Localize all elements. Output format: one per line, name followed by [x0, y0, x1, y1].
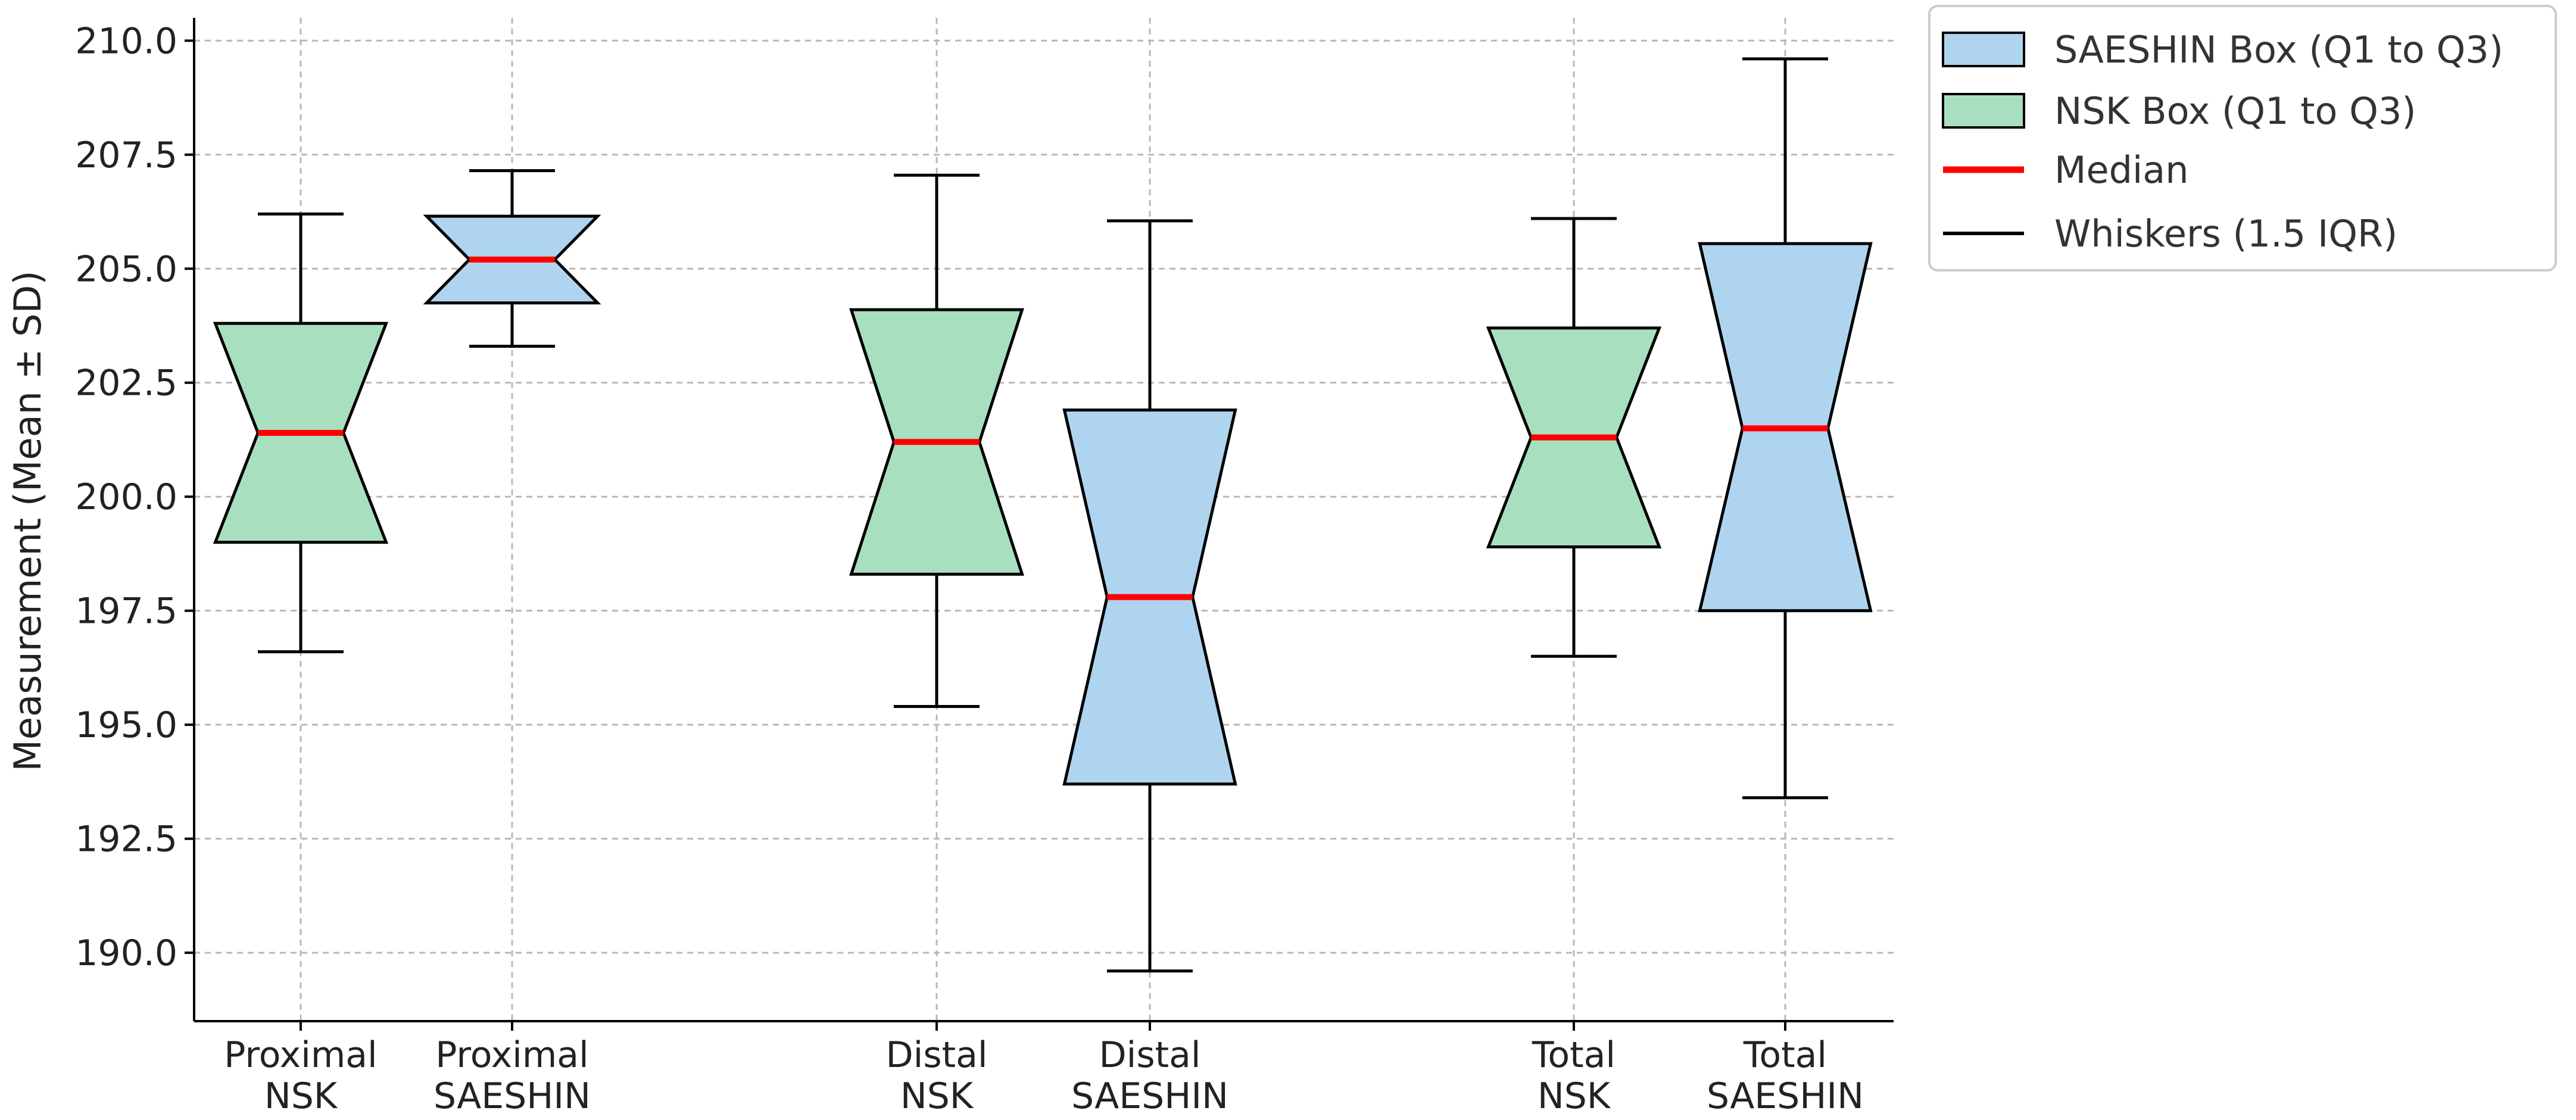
box-nsk	[1486, 217, 1662, 658]
x-tick-label-line1: Proximal	[224, 1034, 377, 1076]
y-tick-label: 210.0	[75, 20, 177, 62]
y-tick-label: 192.5	[75, 819, 177, 860]
x-tick-label-line1: Distal	[1099, 1034, 1200, 1076]
x-tick-label-line1: Proximal	[435, 1034, 588, 1076]
x-tick-label-line2: NSK	[1538, 1075, 1611, 1117]
x-tick-label-line2: SAESHIN	[1707, 1075, 1864, 1117]
legend-label-nsk: NSK Box (Q1 to Q3)	[2054, 89, 2416, 133]
x-tick-label-line1: Total	[1532, 1034, 1616, 1076]
y-tick-label: 195.0	[75, 704, 177, 746]
legend: SAESHIN Box (Q1 to Q3) NSK Box (Q1 to Q3…	[1928, 5, 2557, 272]
legend-swatch-saeshin	[1942, 32, 2025, 67]
legend-label-whiskers: Whiskers (1.5 IQR)	[2054, 212, 2397, 255]
legend-frame	[1928, 5, 2557, 272]
legend-label-median: Median	[2054, 148, 2189, 192]
y-tick-label: 197.5	[75, 591, 177, 632]
x-tick-label-line2: SAESHIN	[1071, 1075, 1228, 1117]
x-tick-label-line1: Distal	[885, 1034, 987, 1076]
x-tick-label-line2: NSK	[264, 1075, 338, 1117]
box-nsk	[849, 173, 1024, 709]
y-ticks: 190.0 192.5 195.0 197.5 200.0 202.5 205.0 207.5…	[75, 20, 194, 974]
box-saeshin	[1062, 219, 1237, 973]
y-tick-label: 200.0	[75, 476, 177, 518]
legend-label-saeshin: SAESHIN Box (Q1 to Q3)	[2054, 28, 2503, 71]
box-saeshin	[423, 169, 601, 348]
x-ticks: ProximalNSKProximalSAESHINDistalNSKDista…	[224, 1021, 1864, 1117]
y-tick-label: 205.0	[75, 248, 177, 290]
y-tick-label: 202.5	[75, 363, 177, 404]
x-tick-label-line2: NSK	[900, 1075, 974, 1117]
y-tick-label: 207.5	[75, 135, 177, 176]
box-group	[213, 57, 1873, 973]
y-tick-label: 190.0	[75, 932, 177, 974]
box-saeshin	[1698, 57, 1873, 800]
box-nsk	[213, 212, 389, 654]
axes	[193, 18, 1894, 1022]
y-axis-label: Measurement (Mean ± SD)	[6, 270, 49, 771]
x-tick-label-line2: SAESHIN	[434, 1075, 591, 1117]
legend-swatch-nsk	[1942, 93, 2025, 129]
x-tick-label-line1: Total	[1743, 1034, 1827, 1076]
